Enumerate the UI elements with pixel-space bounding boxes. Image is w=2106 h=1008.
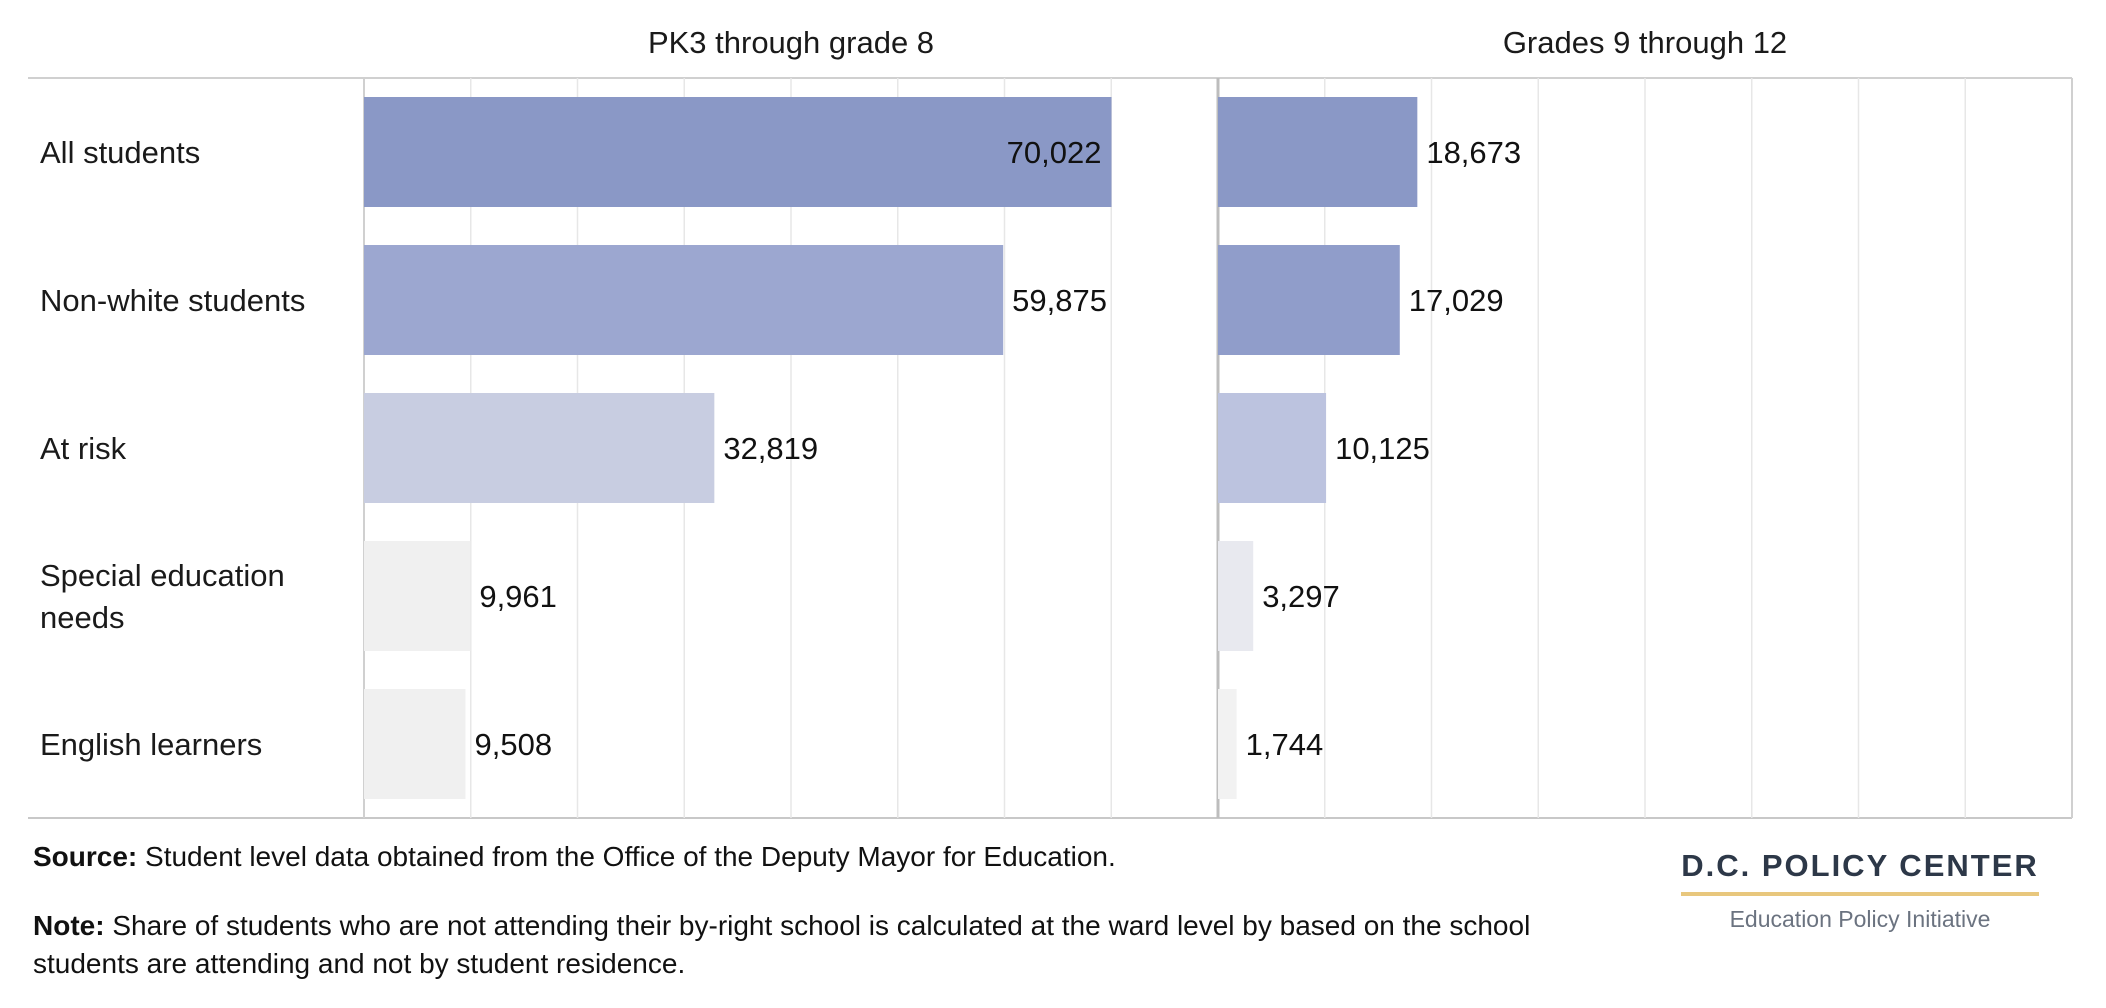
source-label: Source:: [33, 841, 138, 872]
bar: [1218, 97, 1418, 207]
value-label: 10,125: [1335, 431, 1430, 466]
value-label: 18,673: [1426, 135, 1521, 170]
value-label: 32,819: [723, 431, 818, 466]
note-label: Note:: [33, 910, 105, 941]
bar: [1218, 393, 1327, 503]
category-label: At risk: [40, 431, 127, 466]
note: Note: Share of students who are not atte…: [33, 907, 1593, 983]
panel-title: PK3 through grade 8: [648, 25, 934, 60]
value-label: 3,297: [1262, 579, 1340, 614]
brand-subtitle: Education Policy Initiative: [1729, 906, 1991, 932]
chart-canvas: PK3 through grade 8 Grades 9 through 12 A…: [28, 25, 2073, 819]
bar: [1218, 689, 1237, 799]
value-label: 1,744: [1246, 727, 1324, 762]
category-label: All students: [40, 135, 200, 170]
bar: [364, 393, 715, 503]
value-label: 9,961: [479, 579, 557, 614]
value-label: 70,022: [1007, 135, 1102, 170]
value-labels: 70,022 59,875 32,819 9,961 9,508 18,673 17,029…: [474, 135, 1521, 762]
source-note: Source: Student level data obtained from…: [33, 838, 1593, 876]
value-label: 17,029: [1409, 283, 1504, 318]
category-labels: All students Non-white students At risk Spe…: [40, 135, 305, 762]
bars: [364, 97, 1418, 799]
note-text: Share of students who are not attending …: [33, 910, 1531, 979]
brand-logo: D.C. POLICY CENTER Education Policy Init…: [1660, 848, 2060, 933]
category-label: needs: [40, 600, 124, 635]
category-label: Special education: [40, 558, 285, 593]
bar: [1218, 245, 1400, 355]
category-label: Non-white students: [40, 283, 305, 318]
bar: [364, 689, 466, 799]
bar: [364, 245, 1004, 355]
bar: [364, 97, 1112, 207]
category-label: English learners: [40, 727, 262, 762]
value-label: 9,508: [474, 727, 552, 762]
value-label: 59,875: [1012, 283, 1107, 318]
footnotes: Source: Student level data obtained from…: [33, 838, 1593, 983]
panel-titles: PK3 through grade 8 Grades 9 through 12: [648, 25, 1787, 60]
bar: [364, 541, 471, 651]
panel-title: Grades 9 through 12: [1503, 25, 1787, 60]
bar: [1218, 541, 1254, 651]
brand-name: D.C. POLICY CENTER: [1681, 848, 2039, 896]
source-text: Student level data obtained from the Off…: [145, 841, 1116, 872]
